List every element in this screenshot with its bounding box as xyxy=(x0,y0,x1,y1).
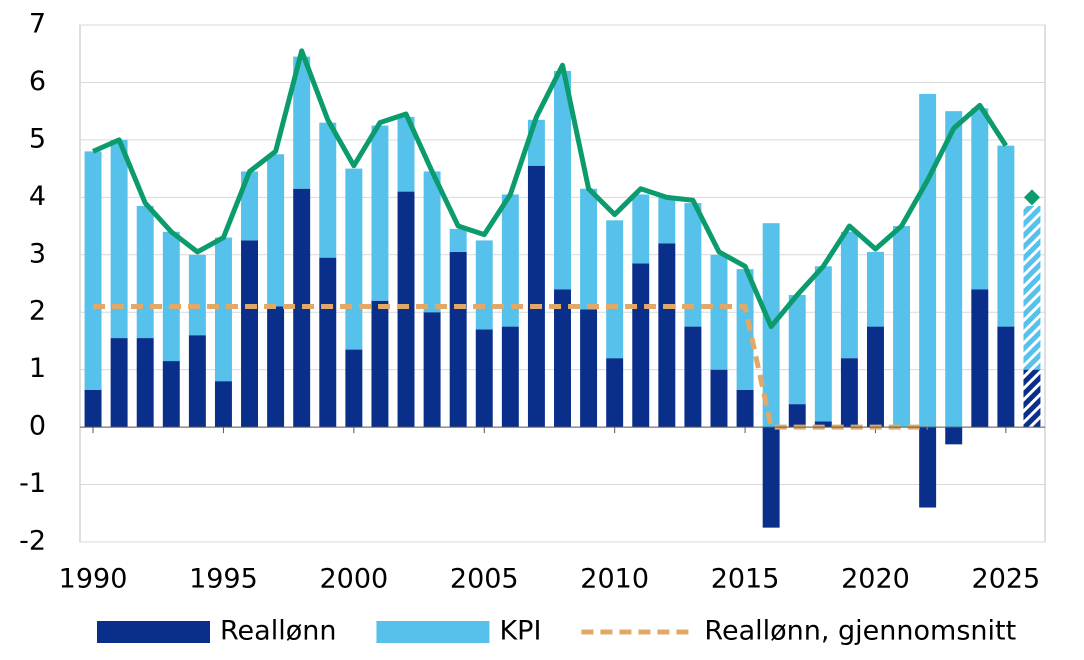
bar xyxy=(423,171,441,313)
bar xyxy=(449,251,467,428)
bar xyxy=(319,257,337,428)
bar xyxy=(267,154,285,307)
bar xyxy=(188,254,206,336)
bar xyxy=(997,326,1015,428)
bar xyxy=(136,205,154,339)
line xyxy=(92,48,1008,330)
bar xyxy=(919,93,937,428)
bar xyxy=(449,228,467,252)
y-tick-label: 6 xyxy=(29,66,46,97)
bar xyxy=(527,119,545,166)
average-line xyxy=(93,303,928,430)
bar xyxy=(945,427,963,445)
bar xyxy=(971,108,989,290)
y-tick-label: 7 xyxy=(29,9,46,40)
bar xyxy=(632,194,650,264)
bar xyxy=(580,188,598,310)
bar xyxy=(736,269,754,390)
bar xyxy=(345,349,363,428)
bar xyxy=(293,188,311,428)
bar xyxy=(788,404,806,428)
bar xyxy=(866,251,884,327)
x-tick-label: 2005 xyxy=(450,564,519,595)
bar xyxy=(162,231,180,362)
bar xyxy=(501,194,519,327)
legend-swatch xyxy=(376,621,490,643)
bar xyxy=(606,358,624,428)
bar xyxy=(371,300,389,428)
bar xyxy=(397,191,415,428)
bar xyxy=(710,369,728,428)
bar xyxy=(188,335,206,428)
y-tick-label: 2 xyxy=(29,296,46,327)
bar xyxy=(788,294,806,405)
bar xyxy=(267,306,285,428)
bar xyxy=(214,381,232,428)
bar xyxy=(814,266,832,422)
bar xyxy=(814,421,832,428)
bar xyxy=(136,338,154,428)
y-tick-label: 4 xyxy=(29,181,46,212)
bar xyxy=(945,111,963,428)
bar xyxy=(840,358,858,428)
bar xyxy=(866,326,884,428)
bar xyxy=(293,56,311,189)
bar xyxy=(527,165,545,428)
bar xyxy=(762,427,780,528)
bar xyxy=(658,197,676,244)
y-tick-label: 0 xyxy=(29,411,46,442)
bar xyxy=(710,254,728,370)
legend-label: Reallønn xyxy=(220,616,336,647)
x-tick-label: 2010 xyxy=(580,564,649,595)
legend-label: KPI xyxy=(499,616,541,647)
bar xyxy=(580,309,598,428)
bar xyxy=(162,361,180,428)
bar xyxy=(554,70,571,290)
bar xyxy=(684,203,702,327)
bar xyxy=(345,168,363,350)
marker xyxy=(1023,189,1040,206)
bar xyxy=(475,240,493,330)
bar xyxy=(971,289,989,428)
legend-swatch xyxy=(97,621,210,643)
bar xyxy=(241,240,259,428)
bar xyxy=(658,243,676,428)
x-tick-label: 2000 xyxy=(319,564,388,595)
bar xyxy=(606,220,624,359)
legend-label: Reallønn, gjennomsnitt xyxy=(704,616,1016,647)
bar xyxy=(423,312,441,428)
bar xyxy=(997,145,1015,327)
bar xyxy=(84,151,102,390)
x-tick-label: 1995 xyxy=(189,564,258,595)
bar xyxy=(110,139,128,339)
x-tick-label: 2015 xyxy=(711,564,780,595)
bar xyxy=(840,231,858,359)
bar xyxy=(554,289,571,428)
x-tick-label: 2025 xyxy=(972,564,1041,595)
bar xyxy=(1023,369,1041,428)
bar xyxy=(371,125,389,301)
y-tick-label: 1 xyxy=(29,353,46,384)
bar xyxy=(1023,205,1041,370)
y-tick-label: -1 xyxy=(19,468,46,499)
bar xyxy=(110,338,128,428)
bar xyxy=(84,389,102,428)
y-tick-label: 5 xyxy=(29,123,46,154)
bar xyxy=(684,326,702,428)
y-tick-label: 3 xyxy=(29,238,46,269)
bar xyxy=(919,427,937,508)
bar xyxy=(214,237,232,382)
y-tick-label: -2 xyxy=(19,526,46,557)
bar xyxy=(893,226,911,428)
bar xyxy=(736,389,754,428)
bar xyxy=(319,122,337,258)
bar xyxy=(632,263,650,428)
x-tick-label: 1990 xyxy=(59,564,128,595)
bar xyxy=(397,116,415,192)
x-tick-label: 2020 xyxy=(841,564,910,595)
bar xyxy=(501,326,519,428)
bar xyxy=(475,329,493,428)
